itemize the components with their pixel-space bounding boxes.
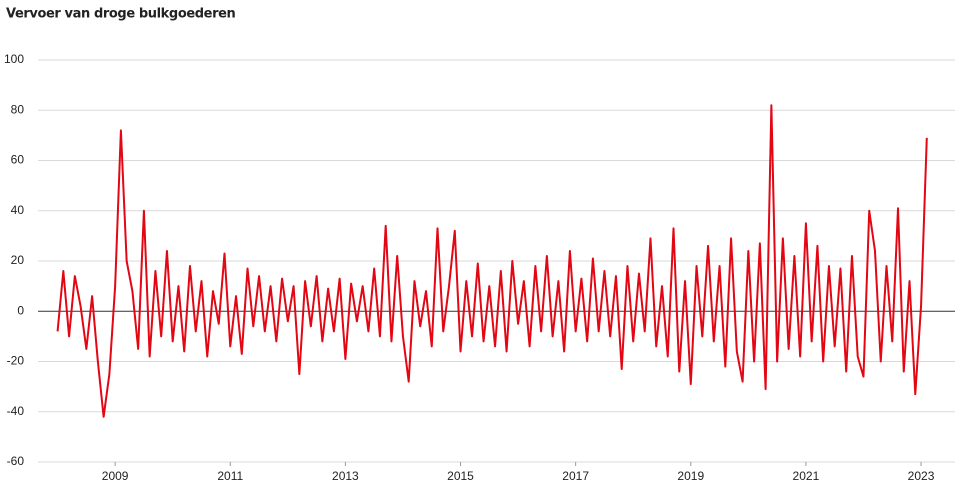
y-tick-label: 100 [4, 52, 24, 66]
y-tick-label: 60 [11, 153, 25, 167]
y-tick-label: -60 [7, 454, 25, 468]
x-tick-label: 2019 [677, 469, 704, 483]
x-tick-label: 2017 [562, 469, 589, 483]
chart-title: Vervoer van droge bulkgoederen [6, 7, 236, 22]
x-tick-label: 2023 [908, 469, 935, 483]
x-tick-label: 2009 [102, 469, 129, 483]
y-tick-label: 0 [17, 303, 24, 317]
x-tick-label: 2013 [332, 469, 359, 483]
data-line [56, 104, 928, 418]
y-tick-label: 40 [11, 203, 25, 217]
x-tick-label: 2011 [217, 469, 243, 483]
x-tick-label: 2021 [793, 469, 820, 483]
y-tick-label: 80 [11, 102, 25, 116]
y-tick-label: -40 [7, 404, 25, 418]
y-tick-label: 20 [11, 253, 25, 267]
y-tick-label: -20 [7, 354, 25, 368]
x-tick-label: 2015 [447, 469, 474, 483]
